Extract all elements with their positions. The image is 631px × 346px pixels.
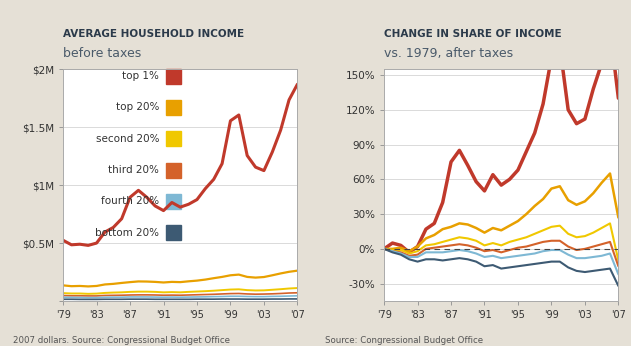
- Text: before taxes: before taxes: [63, 47, 141, 60]
- FancyBboxPatch shape: [166, 131, 182, 146]
- Text: CHANGE IN SHARE OF INCOME: CHANGE IN SHARE OF INCOME: [384, 29, 562, 39]
- Text: top 20%: top 20%: [115, 102, 159, 112]
- FancyBboxPatch shape: [166, 194, 182, 209]
- FancyBboxPatch shape: [166, 163, 182, 177]
- FancyBboxPatch shape: [166, 69, 182, 84]
- FancyBboxPatch shape: [166, 225, 182, 240]
- Text: fourth 20%: fourth 20%: [101, 196, 159, 206]
- Text: top 1%: top 1%: [122, 71, 159, 81]
- Text: 2007 dollars. Source: Congressional Budget Office: 2007 dollars. Source: Congressional Budg…: [13, 336, 230, 345]
- FancyBboxPatch shape: [166, 100, 182, 115]
- Text: second 20%: second 20%: [96, 134, 159, 144]
- Text: AVERAGE HOUSEHOLD INCOME: AVERAGE HOUSEHOLD INCOME: [63, 29, 244, 39]
- Text: third 20%: third 20%: [109, 165, 159, 175]
- Text: bottom 20%: bottom 20%: [95, 228, 159, 238]
- Text: vs. 1979, after taxes: vs. 1979, after taxes: [384, 47, 513, 60]
- Text: Source: Congressional Budget Office: Source: Congressional Budget Office: [325, 336, 483, 345]
